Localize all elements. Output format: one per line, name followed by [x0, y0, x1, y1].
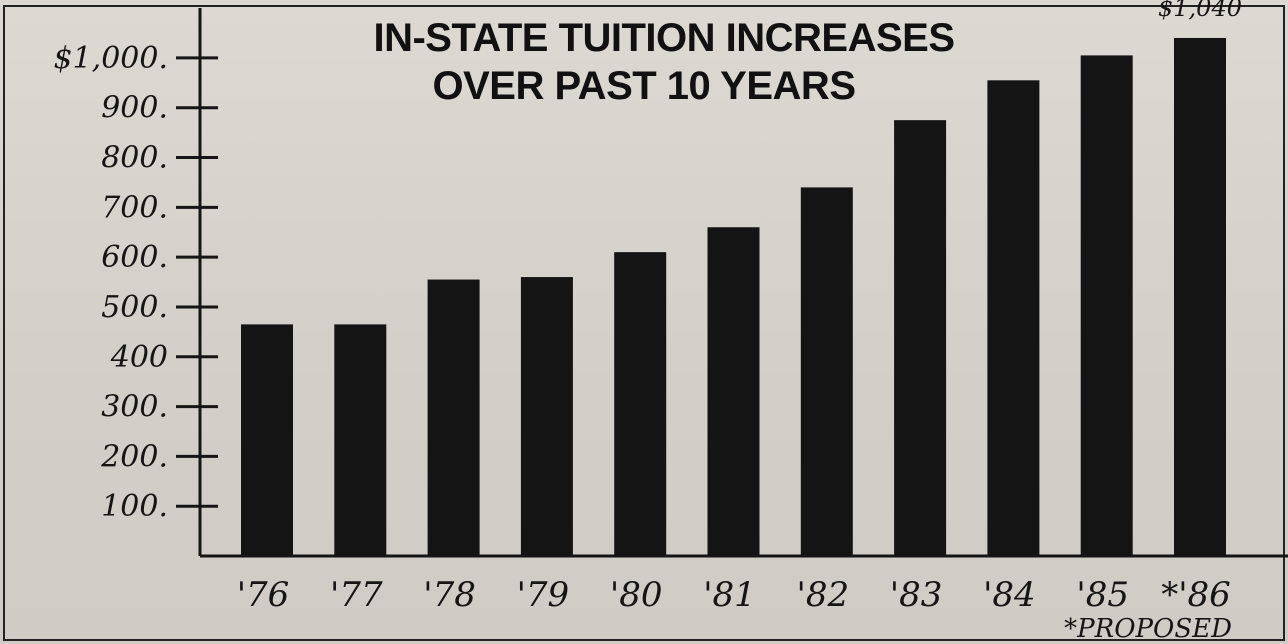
chart-frame [3, 5, 1285, 641]
y-tick-label: 100. [101, 489, 168, 524]
y-tick-label: 900. [101, 91, 168, 126]
bar [241, 324, 293, 556]
y-tick-label: $1,000. [53, 41, 168, 76]
y-tick-label: 600. [101, 240, 168, 275]
bar [1080, 55, 1133, 556]
bar [800, 187, 853, 556]
x-tick-label: *'86 [1161, 575, 1231, 615]
bars-layer [241, 37, 1226, 557]
bar [334, 324, 387, 556]
bar [427, 279, 480, 556]
y-tick-label: 200. [100, 439, 168, 474]
y-tick-label: 300. [101, 390, 168, 425]
last-value-label: $1,040 [1158, 0, 1242, 22]
y-tick-label: 800. [101, 141, 168, 176]
x-tick-label: '80 [610, 575, 663, 615]
y-tick-label: 700. [101, 190, 168, 225]
chart-title-line-2: OVER PAST 10 YEARS [432, 64, 857, 108]
bar [520, 277, 573, 556]
x-tick-label: '85 [1076, 575, 1129, 615]
bar [987, 80, 1040, 557]
x-tick-label: '79 [517, 575, 570, 615]
x-tick-label: '78 [423, 575, 476, 615]
x-tick-label: '76 [237, 575, 290, 615]
labels-layer: 100. 200. 300. 400 500. 600. 700. 800. 900. $1,00… [53, 0, 1242, 644]
x-tick-label: '84 [983, 575, 1036, 615]
x-tick-label: '77 [330, 575, 383, 615]
chart-title-line-1: IN-STATE TUITION INCREASES [373, 16, 955, 60]
bar [614, 252, 667, 556]
y-tick-label: 500. [101, 290, 168, 325]
y-tick-label: 400 [110, 340, 168, 375]
axes-layer [176, 8, 1288, 558]
x-tick-label: '83 [890, 575, 943, 615]
footnote-proposed: *PROPOSED [1064, 614, 1232, 644]
bar [894, 120, 947, 556]
bar [1174, 37, 1226, 556]
x-tick-label: '81 [703, 575, 756, 615]
x-tick-label: '82 [796, 575, 849, 615]
bar [707, 227, 760, 556]
